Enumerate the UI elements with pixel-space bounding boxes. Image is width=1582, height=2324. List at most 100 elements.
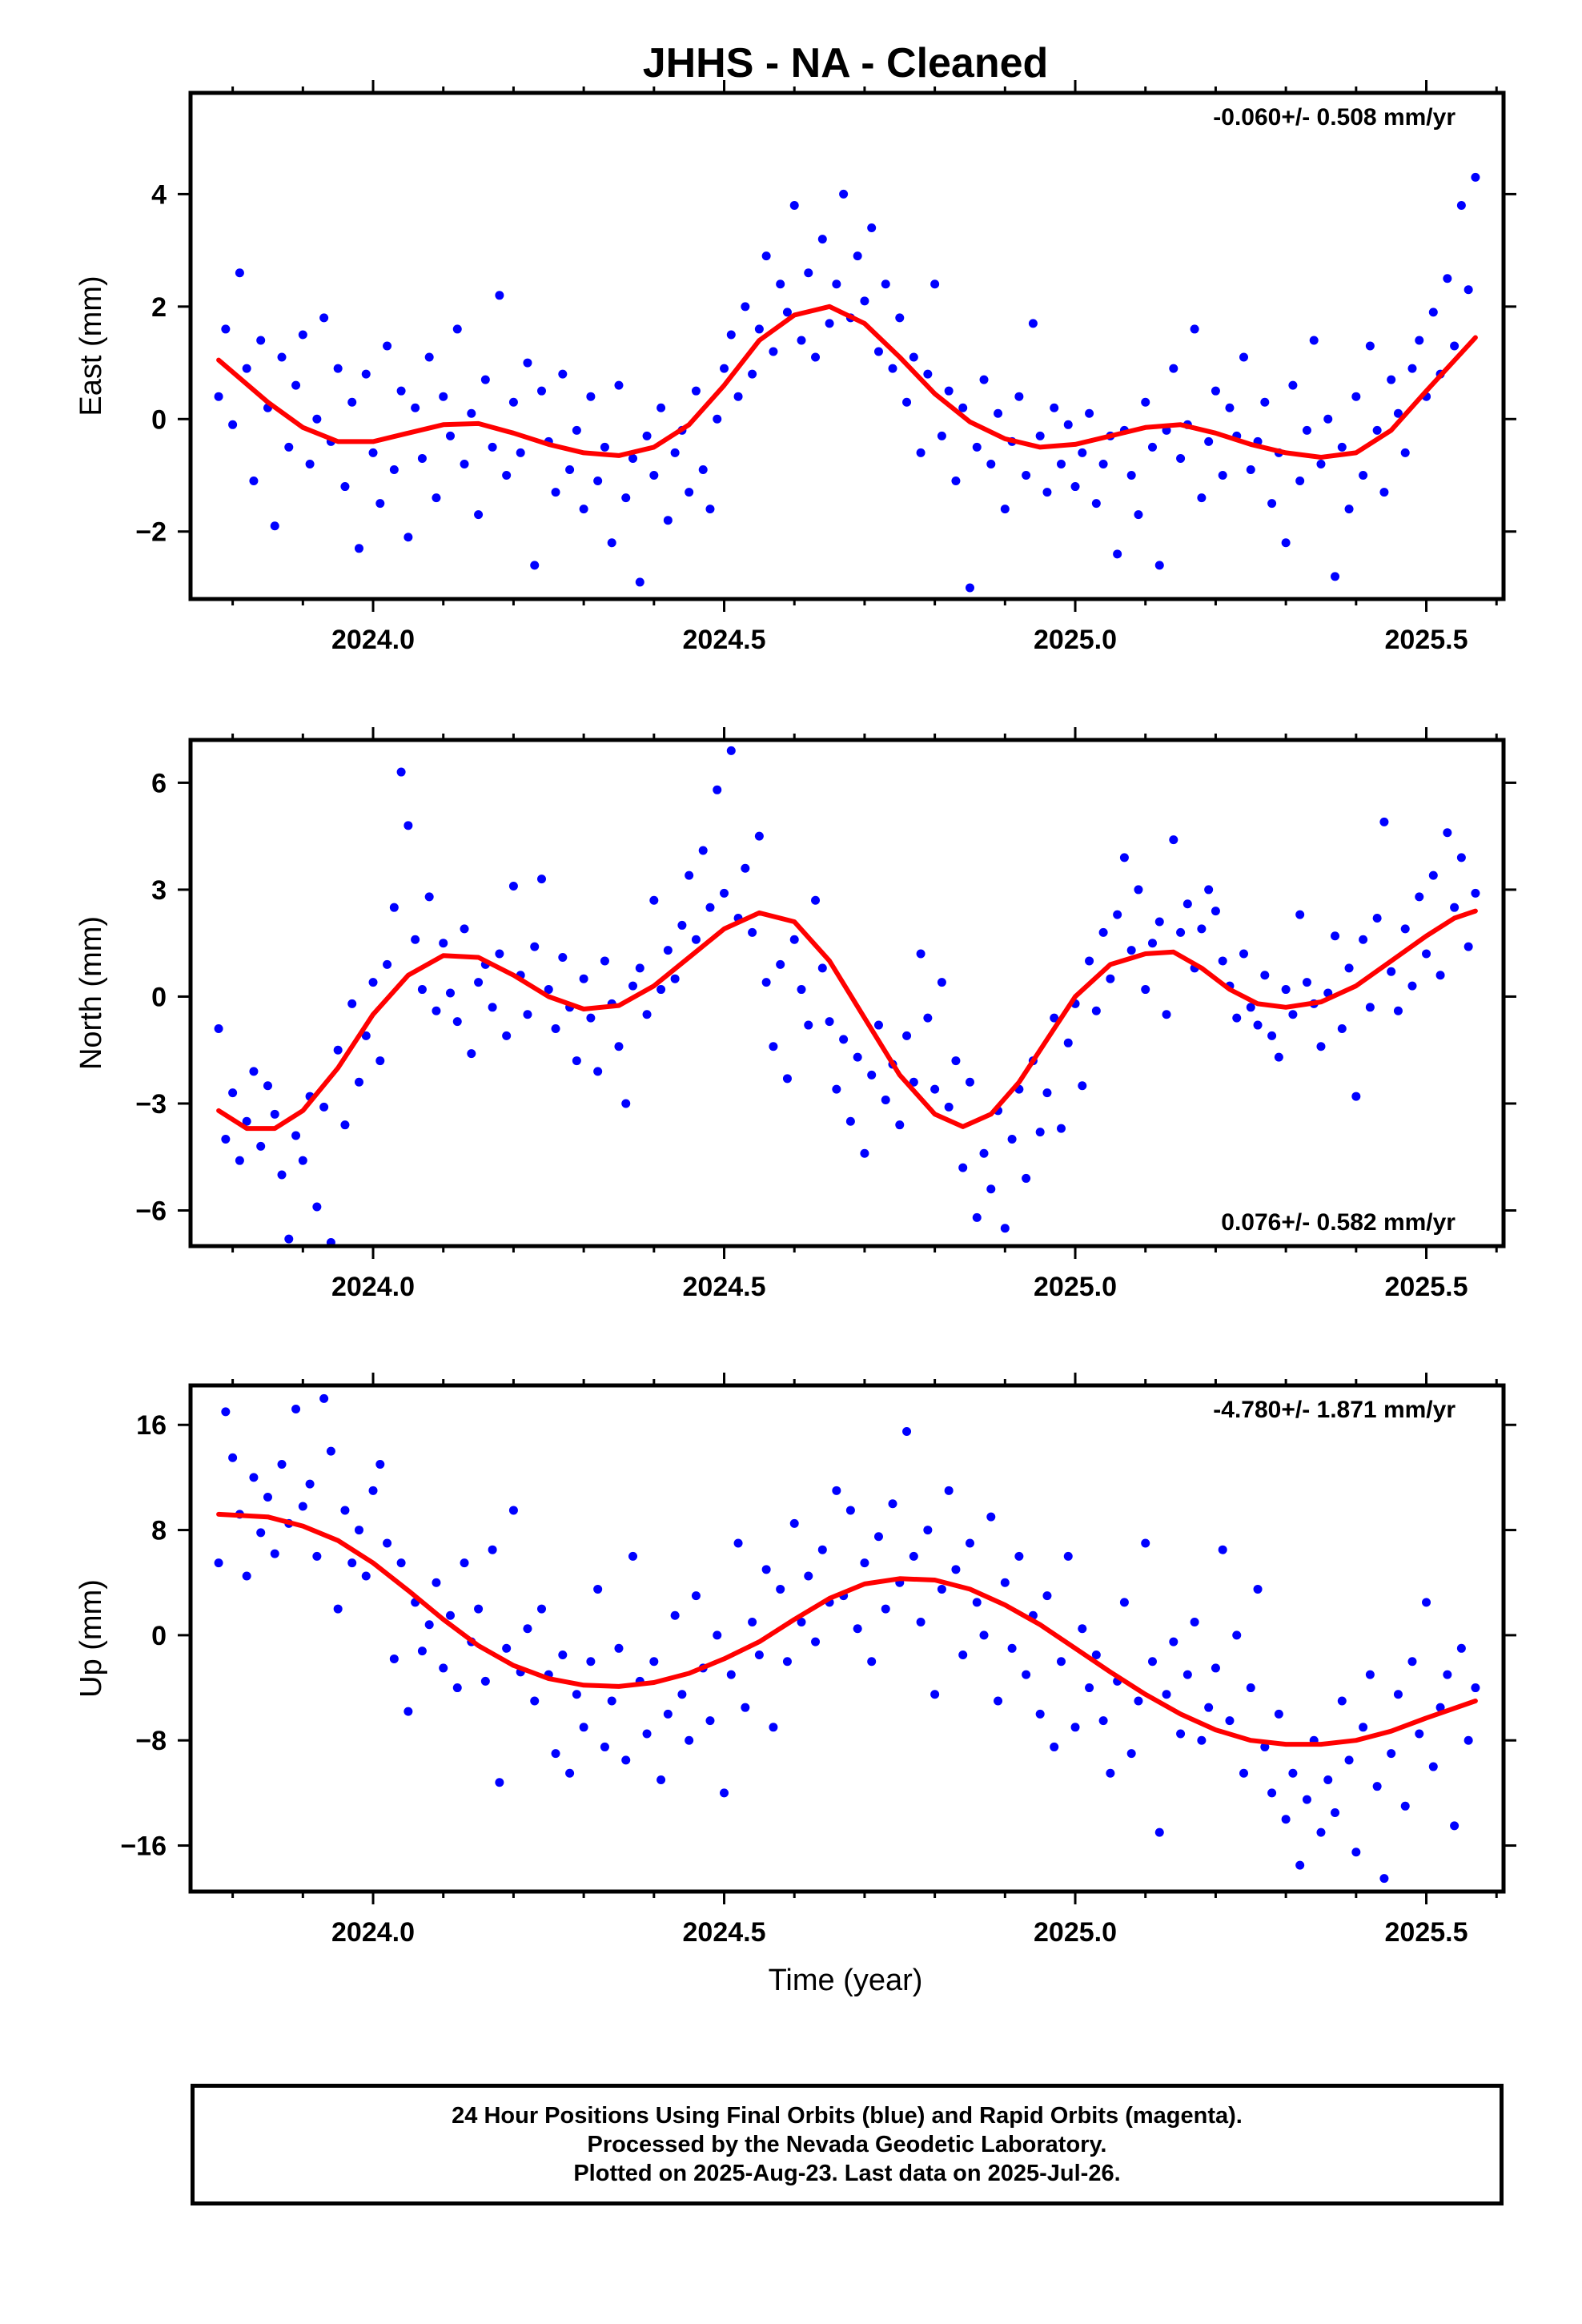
- north-data-point: [1078, 1081, 1087, 1091]
- up-rate-label: -4.780+/- 1.871 mm/yr: [1213, 1397, 1456, 1423]
- up-data-point: [495, 1778, 504, 1787]
- north-data-point: [698, 846, 708, 855]
- east-data-point: [480, 375, 490, 384]
- north-data-point: [635, 963, 644, 973]
- up-data-point: [670, 1610, 680, 1620]
- east-data-point: [1154, 561, 1164, 570]
- east-data-point: [741, 302, 750, 312]
- up-data-point: [558, 1651, 568, 1660]
- up-data-point: [312, 1551, 322, 1561]
- up-data-point: [333, 1604, 343, 1614]
- up-data-point: [923, 1526, 933, 1535]
- east-data-point: [1464, 285, 1473, 295]
- east-data-point: [284, 442, 294, 452]
- north-data-point: [1253, 1020, 1263, 1030]
- east-data-point: [298, 330, 307, 340]
- east-data-point: [1126, 471, 1136, 480]
- up-data-point: [396, 1558, 406, 1568]
- north-data-point: [909, 1077, 918, 1087]
- up-y-tick-label: 16: [136, 1410, 167, 1441]
- up-data-point: [389, 1654, 399, 1663]
- east-data-point: [1085, 408, 1094, 418]
- east-data-point: [930, 279, 940, 289]
- north-data-point: [375, 1056, 385, 1066]
- up-data-point: [663, 1709, 673, 1719]
- north-data-point: [832, 1084, 841, 1094]
- up-data-point: [761, 1565, 771, 1574]
- up-data-point: [1035, 1709, 1045, 1719]
- up-data-point: [347, 1558, 357, 1568]
- up-data-point: [994, 1696, 1003, 1706]
- up-data-point: [958, 1651, 968, 1660]
- east-data-point: [452, 324, 462, 334]
- north-data-point: [1344, 963, 1354, 973]
- north-y-tick-label: 0: [151, 982, 167, 1012]
- east-x-tick-label: 2025.0: [1034, 625, 1117, 655]
- north-data-point: [333, 1045, 343, 1055]
- east-data-point: [628, 453, 638, 463]
- up-data-point: [474, 1604, 484, 1614]
- north-data-point: [1415, 892, 1424, 902]
- east-data-point: [1063, 420, 1073, 429]
- east-data-point: [1267, 499, 1277, 509]
- up-data-point: [1239, 1768, 1249, 1778]
- up-data-point: [944, 1486, 954, 1495]
- north-data-point: [825, 1017, 834, 1027]
- north-data-point: [460, 924, 469, 934]
- up-data-point: [1407, 1657, 1417, 1667]
- up-data-point: [881, 1604, 890, 1614]
- north-data-point: [761, 978, 771, 987]
- up-data-point: [1359, 1723, 1368, 1732]
- north-data-point: [1176, 927, 1186, 937]
- east-data-point: [986, 459, 996, 468]
- up-data-point: [804, 1571, 813, 1581]
- north-data-point: [228, 1088, 238, 1098]
- north-data-point: [754, 831, 764, 841]
- north-data-point: [663, 946, 673, 955]
- east-data-point: [726, 330, 736, 340]
- north-data-point: [1400, 924, 1410, 934]
- east-data-point: [333, 364, 343, 373]
- up-data-point: [1106, 1768, 1115, 1778]
- north-plot-frame: [188, 738, 1506, 1248]
- up-y-tick-label: −8: [135, 1726, 167, 1756]
- footer-line-plotted: Plotted on 2025-Aug-23. Last data on 202…: [573, 2161, 1121, 2186]
- up-x-tick-label: 2025.0: [1034, 1917, 1117, 1948]
- east-data-point: [860, 296, 869, 306]
- north-data-point: [916, 949, 926, 959]
- up-data-point: [642, 1729, 652, 1739]
- east-data-point: [1070, 482, 1080, 492]
- north-rate-label: 0.076+/- 0.582 mm/yr: [1221, 1209, 1456, 1236]
- up-data-point: [930, 1690, 940, 1699]
- north-data-point: [895, 1120, 905, 1130]
- up-data-point: [228, 1453, 238, 1462]
- up-data-point: [242, 1571, 251, 1581]
- up-data-point: [256, 1528, 266, 1538]
- east-data-point: [256, 336, 266, 345]
- up-data-point: [1365, 1670, 1375, 1679]
- east-data-point: [354, 544, 363, 553]
- east-data-point: [1176, 453, 1186, 463]
- east-data-point: [825, 319, 834, 328]
- up-data-point: [811, 1637, 821, 1647]
- up-data-point: [628, 1551, 638, 1561]
- up-data-point: [263, 1493, 272, 1502]
- up-data-point: [1464, 1735, 1473, 1745]
- east-y-tick-label: 2: [151, 292, 167, 323]
- east-data-point: [242, 364, 251, 373]
- up-data-point: [1056, 1657, 1066, 1667]
- north-data-point: [1393, 1006, 1403, 1015]
- up-data-point: [480, 1676, 490, 1686]
- east-data-point: [621, 493, 631, 503]
- up-data-point: [1331, 1808, 1340, 1818]
- north-data-point: [986, 1184, 996, 1194]
- north-data-point: [284, 1234, 294, 1244]
- north-data-point: [614, 1042, 624, 1051]
- east-data-point: [782, 308, 792, 317]
- up-data-point: [354, 1526, 363, 1535]
- north-fit-line: [216, 908, 1478, 1132]
- up-data-point: [754, 1651, 764, 1660]
- north-data-point: [347, 999, 357, 1008]
- east-data-point: [579, 505, 588, 514]
- up-data-point: [361, 1571, 371, 1581]
